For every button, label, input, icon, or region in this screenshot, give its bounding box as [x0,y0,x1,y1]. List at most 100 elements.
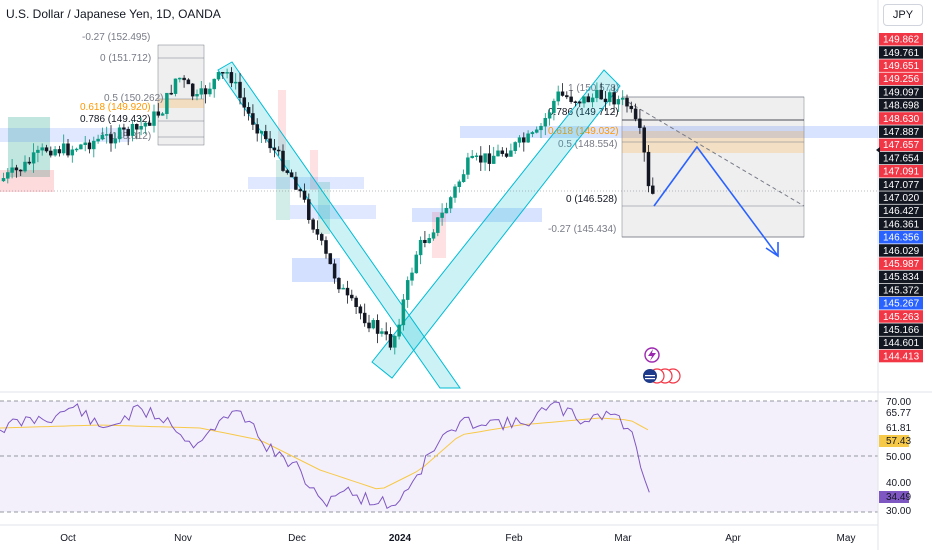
svg-text:57.43: 57.43 [886,436,911,447]
candle [272,139,277,158]
candle [608,89,612,106]
price-label: 148.630 [879,112,923,125]
price-label: 149.862 [879,33,923,46]
price-label: 147.887 [879,125,923,138]
svg-text:147.020: 147.020 [883,193,920,204]
candle [436,217,440,237]
candle [195,89,199,101]
candle [491,146,496,164]
time-label: Feb [505,533,523,544]
candle [242,87,247,117]
candle [208,82,212,97]
rsi-label: 70.00 [886,397,911,408]
time-axis[interactable]: Oct Nov Dec 2024 Feb Mar Apr May [60,533,855,544]
candle [362,303,367,327]
svg-text:148.698: 148.698 [883,101,920,112]
supply-zone [0,170,54,192]
candle [539,123,543,138]
candle [259,130,264,143]
candle [380,328,384,337]
candle [466,152,470,180]
svg-text:145.166: 145.166 [883,325,920,336]
svg-text:144.601: 144.601 [883,338,920,349]
time-label: Oct [60,533,76,544]
candle [255,118,259,142]
candle [40,143,44,156]
candle [560,83,565,97]
svg-text:40.00: 40.00 [886,478,911,489]
price-label: 146.356 [879,231,923,244]
projection-arrow[interactable] [653,145,779,257]
candle [221,71,225,79]
svg-text:146.427: 146.427 [883,206,920,217]
candle [109,125,113,152]
candle [61,134,66,156]
candle [233,73,238,90]
flash-icon[interactable] [644,347,660,363]
svg-text:145.372: 145.372 [883,285,920,296]
candle [165,92,169,120]
candle [577,101,582,108]
svg-text:145.263: 145.263 [883,312,920,323]
candle [552,98,556,121]
candle [410,267,414,286]
rsi-label: 40.00 [886,478,911,489]
price-label: 146.361 [879,217,923,230]
svg-text:149.862: 149.862 [883,35,920,46]
candle [251,104,255,130]
candle [337,277,341,294]
svg-text:30.00: 30.00 [886,506,911,517]
candle [36,145,40,163]
rsi-label: 57.43 [879,435,911,447]
candle [599,82,603,100]
candle [178,77,182,83]
candle [212,78,216,98]
candle [483,153,487,171]
candle [397,318,401,340]
time-label: Mar [614,533,632,544]
svg-text:148.630: 148.630 [883,114,920,125]
time-label: Nov [174,533,192,544]
candle [642,125,646,162]
candle [543,113,548,136]
candle [264,124,268,143]
candle [87,139,92,154]
price-label: 147.077 [879,178,923,191]
candle [117,124,122,143]
currency-button[interactable]: JPY [883,4,923,26]
candle [371,318,376,330]
candle [388,327,393,351]
candle [169,84,173,96]
rsi-label: 61.81 [886,423,911,434]
candle [66,139,70,158]
candle [57,145,62,157]
candle [281,144,285,173]
price-label: 149.097 [879,85,923,98]
candle [74,147,79,152]
candle [573,100,578,107]
fib-right-05: 0.5 (148.554) [558,139,618,150]
candle [246,102,251,121]
ascending-channel[interactable] [371,69,621,379]
candle [96,134,100,144]
candle [44,144,49,153]
svg-text:61.81: 61.81 [886,423,911,434]
trend-line[interactable] [627,101,805,207]
price-axis[interactable]: 149.862 149.761 149.651 149.256 149.097 148.6… [879,33,923,362]
time-label: 2024 [389,533,412,544]
fib-right-0: 0 (146.528) [566,194,617,205]
candle [638,109,642,134]
svg-text:149.761: 149.761 [883,48,920,59]
price-label: 147.020 [879,191,923,204]
time-label: Apr [725,533,741,544]
candle [294,171,298,190]
chart-title: U.S. Dollar / Japanese Yen, 1D, OANDA [6,7,221,21]
candle [152,104,156,133]
us-flag-icon[interactable] [643,368,681,384]
descending-channel[interactable] [217,61,461,389]
candle [457,179,462,193]
candle [6,168,10,184]
fib-right-0786: 0.786 (149.712) [548,107,619,118]
